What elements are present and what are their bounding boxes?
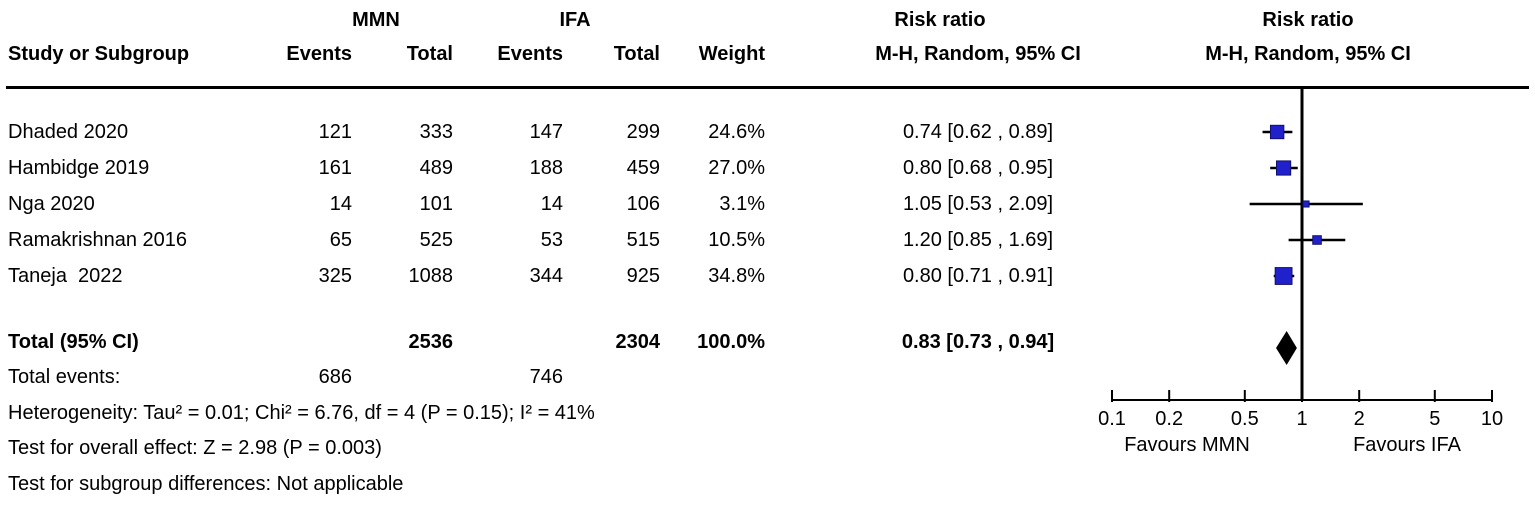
subgroup-note: Test for subgroup differences: Not appli… xyxy=(8,473,404,495)
weight-square xyxy=(1312,235,1322,245)
study-events1: 14 xyxy=(329,193,352,215)
total-label: Total (95% CI) xyxy=(8,331,139,353)
study-ci-label: 1.05 [0.53 , 2.09] xyxy=(902,193,1054,215)
events1-column-header: Events xyxy=(286,43,352,65)
events2-column-header: Events xyxy=(497,43,563,65)
weight-square xyxy=(1302,200,1310,208)
weight-square xyxy=(1269,124,1285,140)
favours-right-label: Favours IFA xyxy=(1353,434,1461,456)
study-total1: 101 xyxy=(419,193,453,215)
axis-tick-label: 0.1 xyxy=(1098,408,1126,430)
study-events2: 53 xyxy=(540,229,563,251)
pooled-diamond xyxy=(1276,331,1297,365)
header-separator-line xyxy=(6,86,1529,89)
study-total2: 299 xyxy=(626,121,660,143)
total2-column-header: Total xyxy=(613,43,660,65)
study-events1: 121 xyxy=(318,121,352,143)
study-total1: 525 xyxy=(419,229,453,251)
study-total2: 106 xyxy=(626,193,660,215)
weight-square xyxy=(1274,267,1293,285)
study-ci-label: 0.74 [0.62 , 0.89] xyxy=(902,121,1054,143)
study-events2: 147 xyxy=(529,121,563,143)
total1-column-header: Total xyxy=(406,43,453,65)
total-total1: 2536 xyxy=(408,331,454,353)
weight-column-header: Weight xyxy=(698,43,765,65)
study-weight: 27.0% xyxy=(708,157,765,179)
study-events2: 188 xyxy=(529,157,563,179)
study-total2: 459 xyxy=(626,157,660,179)
risk-ratio-plot-header: Risk ratio xyxy=(1262,9,1354,31)
study-total2: 925 xyxy=(626,265,660,287)
axis-tick-label: 0.5 xyxy=(1231,408,1259,430)
ci-plot-column-header: M-H, Random, 95% CI xyxy=(1205,43,1411,65)
study-ci-label: 0.80 [0.71 , 0.91] xyxy=(902,265,1054,287)
total-ci-label: 0.83 [0.73 , 0.94] xyxy=(901,331,1055,353)
study-name: Dhaded 2020 xyxy=(8,121,129,143)
ci-text-column-header: M-H, Random, 95% CI xyxy=(875,43,1081,65)
study-row: Taneja 2022 325 1088 344 925 34.8% 0.80 [0.71 … xyxy=(0,258,1130,294)
total-total2: 2304 xyxy=(615,331,661,353)
overall-effect-note: Test for overall effect: Z = 2.98 (P = 0… xyxy=(8,437,382,459)
favours-left-label: Favours MMN xyxy=(1124,434,1250,456)
axis-tick-label: 0.2 xyxy=(1155,408,1183,430)
axis-tick-label: 2 xyxy=(1354,408,1365,430)
total-row: Total (95% CI) 2536 2304 100.0% 0.83 [0.… xyxy=(0,324,1130,360)
risk-ratio-text-header: Risk ratio xyxy=(894,9,986,31)
heterogeneity-note: Heterogeneity: Tau² = 0.01; Chi² = 6.76,… xyxy=(8,402,595,424)
total-events-row: Total events: 686 746 xyxy=(0,359,1130,395)
study-name: Hambidge 2019 xyxy=(8,157,150,179)
study-name: Nga 2020 xyxy=(8,193,95,215)
study-events1: 65 xyxy=(329,229,352,251)
group-header-ifa: IFA xyxy=(559,9,591,31)
study-total1: 1088 xyxy=(408,265,454,287)
study-name: Taneja 2022 xyxy=(8,265,123,287)
study-row: Ramakrishnan 2016 65 525 53 515 10.5% 1.20 [0.… xyxy=(0,222,1130,258)
study-ci-label: 0.80 [0.68 , 0.95] xyxy=(902,157,1054,179)
forest-plot-svg: 0.1 0.2 0.5 1 2 5 10 Favours MMN Favours IFA xyxy=(1098,88,1503,456)
study-row: Hambidge 2019 161 489 188 459 27.0% 0.80 [0.68… xyxy=(0,150,1130,186)
study-name: Ramakrishnan 2016 xyxy=(8,229,187,251)
total-weight: 100.0% xyxy=(697,331,765,353)
total-events2: 746 xyxy=(529,366,563,388)
study-weight: 34.8% xyxy=(708,265,765,287)
study-weight: 3.1% xyxy=(719,193,765,215)
total-events-label: Total events: xyxy=(8,366,121,388)
axis-tick-label: 1 xyxy=(1296,408,1307,430)
study-total1: 489 xyxy=(419,157,453,179)
study-weight: 24.6% xyxy=(708,121,765,143)
group-header-mmn: MMN xyxy=(352,9,400,31)
study-total2: 515 xyxy=(626,229,660,251)
total-events1: 686 xyxy=(318,366,352,388)
study-row: Dhaded 2020 121 333 147 299 24.6% 0.74 [0.62 ,… xyxy=(0,114,1130,150)
axis-tick-label: 10 xyxy=(1481,408,1503,430)
study-events2: 14 xyxy=(540,193,563,215)
axis-tick-label: 5 xyxy=(1429,408,1440,430)
study-weight: 10.5% xyxy=(708,229,765,251)
study-events2: 344 xyxy=(529,265,563,287)
study-total1: 333 xyxy=(419,121,453,143)
weight-square xyxy=(1275,160,1292,176)
study-events1: 325 xyxy=(318,265,352,287)
study-row: Nga 2020 14 101 14 106 3.1% 1.05 [0.53 , 2.09] xyxy=(0,186,1130,222)
study-ci-label: 1.20 [0.85 , 1.69] xyxy=(902,229,1054,251)
study-events1: 161 xyxy=(318,157,352,179)
study-column-header: Study or Subgroup xyxy=(8,43,190,65)
